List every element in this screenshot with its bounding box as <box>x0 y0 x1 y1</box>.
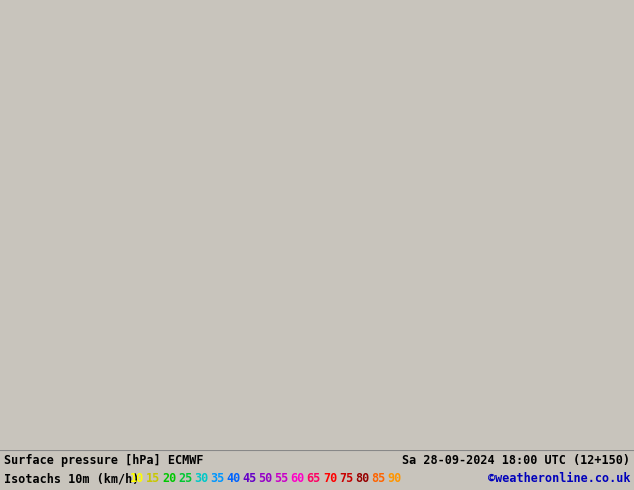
Text: 20: 20 <box>162 472 176 486</box>
Text: ©weatheronline.co.uk: ©weatheronline.co.uk <box>488 472 630 486</box>
Text: 40: 40 <box>226 472 241 486</box>
Text: 50: 50 <box>259 472 273 486</box>
Text: Sa 28-09-2024 18:00 UTC (12+150): Sa 28-09-2024 18:00 UTC (12+150) <box>402 454 630 467</box>
Text: Surface pressure [hPa] ECMWF: Surface pressure [hPa] ECMWF <box>4 454 204 467</box>
Text: 65: 65 <box>307 472 321 486</box>
Text: 80: 80 <box>355 472 369 486</box>
Text: 70: 70 <box>323 472 337 486</box>
Text: 30: 30 <box>194 472 209 486</box>
Text: 55: 55 <box>275 472 289 486</box>
Text: 25: 25 <box>178 472 193 486</box>
Text: 45: 45 <box>242 472 257 486</box>
Text: 10: 10 <box>130 472 145 486</box>
Text: 35: 35 <box>210 472 224 486</box>
Text: 90: 90 <box>387 472 401 486</box>
Text: 60: 60 <box>290 472 305 486</box>
Text: 15: 15 <box>146 472 160 486</box>
Text: 85: 85 <box>371 472 385 486</box>
Text: 75: 75 <box>339 472 353 486</box>
Text: Isotachs 10m (km/h): Isotachs 10m (km/h) <box>4 472 139 486</box>
